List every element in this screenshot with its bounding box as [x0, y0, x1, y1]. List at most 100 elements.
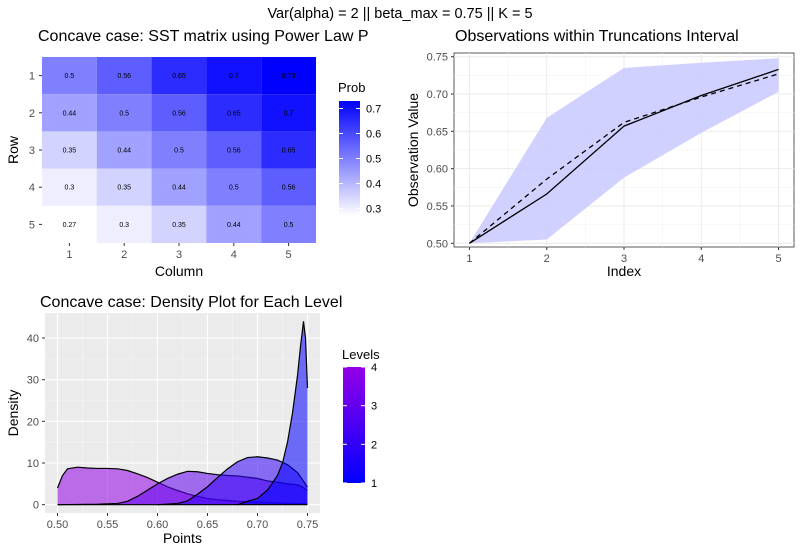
density-legend-tick-label: 2	[371, 439, 377, 451]
heatmap-x-tick-label: 2	[121, 249, 127, 261]
heatmap-cell	[96, 168, 152, 206]
heatmap-cell-label: 0.5	[284, 222, 294, 229]
density-x-tick-label: 0.75	[297, 519, 318, 531]
line-x-tick-label: 2	[544, 253, 550, 265]
line-y-tick-label: 0.60	[427, 164, 448, 176]
line-y-axis-label: Observation Value	[405, 93, 421, 207]
density-x-tick-label: 0.55	[97, 519, 118, 531]
heatmap-cell	[96, 131, 152, 169]
heatmap-cell-label: 0.27	[63, 222, 77, 229]
density-legend-tick-label: 3	[371, 401, 377, 413]
heatmap-cell-label: 0.44	[172, 185, 186, 192]
heatmap-title: Concave case: SST matrix using Power Law…	[38, 28, 369, 45]
density-x-axis-label: Points	[163, 530, 202, 546]
heatmap-y-axis-label: Row	[5, 135, 21, 164]
heatmap-cell	[261, 168, 316, 206]
heatmap-legend-colorbar	[339, 101, 360, 216]
heatmap-y-tick-label: 1	[29, 71, 35, 83]
line-chart-title: Observations within Truncations Interval	[455, 28, 739, 45]
heatmap-cell	[206, 205, 262, 243]
density-legend-title: Levels	[342, 347, 380, 362]
heatmap-x-tick-label: 1	[66, 249, 72, 261]
heatmap-cell	[151, 94, 207, 132]
heatmap-cell-label: 0.65	[282, 148, 296, 155]
heatmap-legend-tick-label: 0.4	[366, 179, 381, 191]
heatmap-cell	[96, 205, 152, 243]
heatmap-cell	[42, 205, 97, 243]
density-x-tick-label: 0.65	[197, 519, 218, 531]
line-y-tick-label: 0.55	[427, 201, 448, 213]
heatmap-cell-label: 0.5	[65, 73, 75, 80]
heatmap-panel: Concave case: SST matrix using Power Law…	[5, 28, 381, 279]
density-x-tick-label: 0.50	[47, 519, 68, 531]
heatmap-cell-label: 0.3	[65, 185, 75, 192]
density-x-tick-label: 0.70	[247, 519, 268, 531]
line-y-tick-label: 0.65	[427, 126, 448, 138]
line-y-tick-label: 0.75	[427, 52, 448, 64]
dashed-observation-line	[469, 73, 779, 244]
heatmap-legend-tick-label: 0.7	[366, 104, 381, 116]
heatmap-cell-label: 0.5	[119, 110, 129, 117]
density-legend-tick-label: 1	[371, 478, 377, 490]
heatmap-cell	[42, 94, 97, 132]
heatmap-cell-label: 0.5	[174, 148, 184, 155]
heatmap-cell-label: 0.5	[229, 185, 239, 192]
heatmap-cell	[206, 94, 262, 132]
heatmap-cell-label: 0.44	[227, 222, 241, 229]
solid-observation-line	[469, 68, 779, 244]
density-y-axis-label: Density	[5, 390, 21, 437]
heatmap-cell-label: 0.7	[229, 73, 239, 80]
heatmap-cell-label: 0.56	[282, 185, 296, 192]
heatmap-legend-tick-label: 0.6	[366, 129, 381, 141]
density-curve-level-1	[237, 321, 309, 506]
heatmap-x-tick-label: 3	[176, 249, 182, 261]
heatmap-cell-label: 0.56	[117, 73, 131, 80]
heatmap-legend-tick-label: 0.5	[366, 154, 381, 166]
line-y-tick-label: 0.70	[427, 89, 448, 101]
density-title: Concave case: Density Plot for Each Leve…	[40, 294, 342, 311]
heatmap-cell	[151, 168, 207, 206]
line-x-tick-label: 5	[775, 253, 781, 265]
heatmap-cell	[261, 57, 316, 95]
line-panel: Observations within Truncations Interval…	[405, 28, 795, 279]
heatmap-x-axis-label: Column	[155, 263, 203, 279]
heatmap-y-tick-label: 5	[29, 219, 35, 231]
heatmap-cell-label: 0.44	[63, 110, 77, 117]
density-y-tick-label: 20	[27, 416, 39, 428]
heatmap-cell-label: 0.65	[172, 73, 186, 80]
line-x-tick-label: 1	[466, 253, 472, 265]
heatmap-y-tick-label: 3	[29, 145, 35, 157]
density-panel: Concave case: Density Plot for Each Leve…	[5, 294, 380, 546]
heatmap-cell-label: 0.73	[282, 73, 296, 80]
line-x-axis-label: Index	[607, 263, 641, 279]
heatmap-cell-label: 0.56	[227, 148, 241, 155]
density-area-level-1	[237, 321, 308, 505]
heatmap-cell	[42, 57, 97, 95]
heatmap-cell-label: 0.35	[63, 148, 77, 155]
density-x-tick-label: 0.60	[147, 519, 168, 531]
heatmap-cell	[151, 205, 207, 243]
heatmap-cell	[206, 131, 262, 169]
density-legend-colorbar	[343, 367, 365, 483]
heatmap-cell	[261, 94, 316, 132]
heatmap-cell	[96, 94, 152, 132]
heatmap-legend-title: Prob	[338, 80, 365, 95]
heatmap-cell-label: 0.3	[119, 222, 129, 229]
heatmap-cell	[42, 168, 97, 206]
density-y-tick-label: 40	[27, 333, 39, 345]
density-area-level-4	[57, 467, 308, 505]
density-y-tick-label: 10	[27, 458, 39, 470]
heatmap-cell	[261, 205, 316, 243]
heatmap-cell-label: 0.7	[284, 110, 294, 117]
heatmap-cell	[206, 57, 262, 95]
heatmap-cell	[206, 168, 262, 206]
heatmap-cell	[151, 131, 207, 169]
heatmap-y-tick-label: 4	[29, 182, 35, 194]
heatmap-cell-label: 0.35	[172, 222, 186, 229]
heatmap-x-tick-label: 5	[286, 249, 292, 261]
heatmap-cell	[261, 131, 316, 169]
line-x-tick-label: 4	[698, 253, 704, 265]
heatmap-cell	[151, 57, 207, 95]
line-y-tick-label: 0.50	[427, 238, 448, 250]
